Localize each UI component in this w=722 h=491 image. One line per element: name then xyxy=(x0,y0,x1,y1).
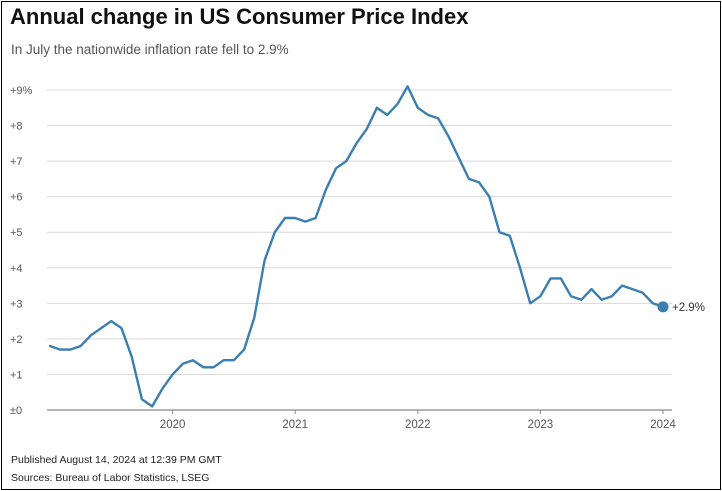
y-tick-label: ±0 xyxy=(10,405,22,417)
x-tick-label: 2020 xyxy=(160,419,186,431)
series-layer: +2.9% xyxy=(48,85,705,408)
y-tick-label: +5 xyxy=(10,227,23,239)
sources-note: Sources: Bureau of Labor Statistics, LSE… xyxy=(11,472,210,484)
y-tick-label: +3 xyxy=(10,298,23,310)
published-note: Published August 14, 2024 at 12:39 PM GM… xyxy=(11,454,222,466)
y-tick-label: +7 xyxy=(10,156,23,168)
x-tick-label: 2024 xyxy=(650,419,676,431)
y-tick-label: +2 xyxy=(10,334,23,346)
latest-point-marker xyxy=(657,301,669,313)
chart-subtitle: In July the nationwide inflation rate fe… xyxy=(11,42,289,57)
chart-title: Annual change in US Consumer Price Index xyxy=(10,4,469,29)
x-tick-label: 2022 xyxy=(405,419,431,431)
x-axis-ticks: 2020 2021 2022 2023 2024 xyxy=(160,410,676,431)
latest-value-label: +2.9% xyxy=(672,302,705,314)
y-tick-label: +4 xyxy=(10,263,23,275)
y-tick-label: +8 xyxy=(10,121,23,133)
y-tick-label: +6 xyxy=(10,192,23,204)
gridlines xyxy=(47,89,672,411)
x-tick-label: 2023 xyxy=(528,419,554,431)
cpi-series-line xyxy=(48,85,665,408)
y-axis-ticks: ±0 +1 +2 +3 +4 +5 +6 +7 +8 +9% xyxy=(10,85,33,417)
y-tick-label: +1 xyxy=(10,369,23,381)
y-tick-label: +9% xyxy=(10,85,33,97)
x-tick-label: 2021 xyxy=(282,419,308,431)
